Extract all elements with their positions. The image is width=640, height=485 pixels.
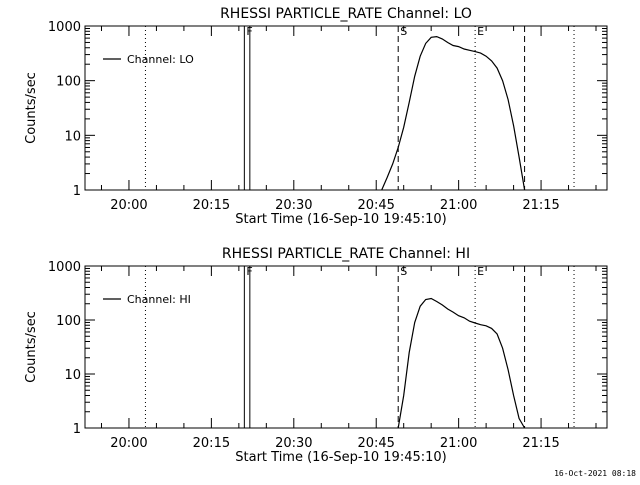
event-marker-label: S	[400, 25, 407, 38]
series-line	[397, 297, 526, 429]
y-tick-label: 1	[73, 184, 81, 199]
event-marker-label: E	[477, 265, 484, 278]
event-marker-label: E	[477, 25, 484, 38]
footer-timestamp: 16-Oct-2021 08:18	[554, 469, 636, 478]
x-tick-label: 21:00	[440, 198, 477, 213]
x-tick-label: 20:00	[110, 198, 147, 213]
x-tick-label: 20:00	[110, 436, 147, 451]
y-axis-label: Counts/sec	[24, 72, 39, 144]
x-tick-label: 21:15	[522, 198, 559, 213]
series-line	[381, 35, 526, 191]
y-tick-label: 1000	[48, 20, 81, 35]
y-tick-label: 1	[73, 422, 81, 437]
event-marker-label: S	[400, 265, 407, 278]
chart-title: RHESSI PARTICLE_RATE Channel: LO	[220, 6, 472, 22]
x-tick-label: 21:00	[440, 436, 477, 451]
y-tick-label: 1000	[48, 260, 81, 275]
chart-title: RHESSI PARTICLE_RATE Channel: HI	[222, 246, 470, 262]
x-axis-label: Start Time (16-Sep-10 19:45:10)	[235, 212, 446, 227]
y-tick-label: 10	[64, 368, 81, 383]
legend-entry: Channel: HI	[127, 293, 191, 306]
x-tick-label: 20:30	[275, 198, 312, 213]
chart-panel-1: RHESSI PARTICLE_RATE Channel: LO 1 10 100 10…	[24, 6, 608, 227]
chart-panel-2: RHESSI PARTICLE_RATE Channel: HI 1 10 100 10…	[24, 246, 608, 465]
plot-frame	[84, 25, 608, 191]
y-tick-label: 100	[56, 314, 81, 329]
x-tick-label: 21:15	[522, 436, 559, 451]
x-axis-label: Start Time (16-Sep-10 19:45:10)	[235, 450, 446, 465]
x-tick-label: 20:15	[193, 436, 230, 451]
x-tick-label: 20:30	[275, 436, 312, 451]
y-axis-label: Counts/sec	[24, 311, 39, 383]
legend-entry: Channel: LO	[127, 53, 194, 66]
y-tick-label: 10	[64, 129, 81, 144]
x-tick-label: 20:45	[357, 436, 394, 451]
plot-frame	[84, 265, 608, 429]
y-tick-label: 100	[56, 75, 81, 90]
x-tick-label: 20:15	[193, 198, 230, 213]
x-tick-label: 20:45	[357, 198, 394, 213]
